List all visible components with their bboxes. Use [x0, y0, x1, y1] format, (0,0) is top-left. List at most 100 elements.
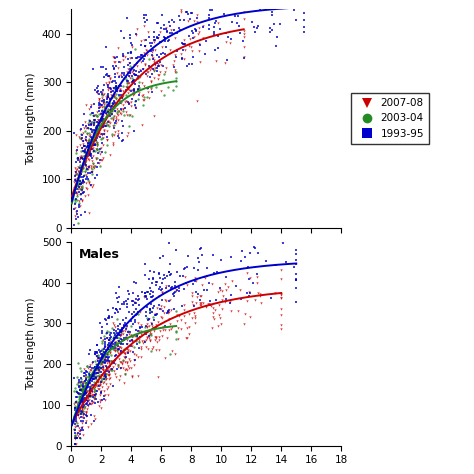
Point	[79, 399, 87, 407]
Point	[76, 164, 83, 172]
Point	[99, 383, 106, 391]
Point	[123, 326, 130, 333]
Point	[93, 125, 101, 133]
Point	[115, 361, 122, 369]
Point	[95, 385, 103, 392]
Point	[139, 57, 146, 64]
Point	[81, 167, 89, 175]
Point	[104, 355, 112, 362]
Point	[84, 164, 91, 171]
Point	[114, 111, 121, 118]
Point	[112, 290, 119, 297]
Point	[103, 79, 110, 86]
Point	[96, 358, 103, 365]
Point	[79, 395, 87, 403]
Point	[102, 376, 109, 383]
Point	[202, 37, 210, 45]
Point	[91, 370, 98, 378]
Point	[119, 92, 127, 100]
Point	[171, 288, 178, 296]
Point	[82, 150, 90, 158]
Point	[91, 391, 99, 399]
Point	[103, 365, 110, 372]
Point	[87, 181, 95, 189]
Point	[158, 285, 166, 293]
Point	[231, 12, 238, 20]
Point	[95, 103, 103, 111]
Point	[241, 253, 248, 261]
Point	[83, 362, 91, 369]
Point	[89, 391, 96, 398]
Point	[98, 144, 105, 152]
Point	[129, 301, 137, 309]
Point	[103, 351, 110, 359]
Point	[95, 107, 103, 114]
Point	[111, 71, 118, 78]
Point	[112, 79, 120, 87]
Point	[118, 87, 125, 94]
Point	[121, 104, 128, 111]
Point	[84, 372, 92, 379]
Point	[76, 185, 83, 193]
Point	[137, 324, 144, 332]
Point	[222, 29, 230, 37]
Point	[175, 24, 183, 32]
Point	[83, 396, 91, 404]
Point	[87, 125, 95, 133]
Point	[170, 306, 178, 313]
Point	[120, 69, 128, 76]
Point	[119, 324, 127, 332]
Point	[119, 108, 127, 115]
Point	[95, 95, 103, 102]
Point	[71, 130, 78, 137]
Point	[74, 174, 82, 182]
Point	[124, 295, 131, 303]
Point	[95, 357, 102, 365]
Point	[103, 344, 110, 351]
Point	[149, 304, 157, 311]
Point	[143, 323, 151, 331]
Point	[173, 336, 180, 343]
Point	[74, 181, 82, 189]
Point	[96, 372, 103, 379]
Point	[91, 369, 98, 376]
Point	[100, 395, 108, 402]
Point	[168, 323, 176, 331]
Point	[158, 290, 166, 297]
Point	[123, 345, 131, 353]
Point	[94, 132, 101, 139]
Point	[128, 41, 136, 49]
Point	[266, 24, 274, 32]
Point	[246, 249, 254, 256]
Point	[98, 103, 105, 111]
Point	[93, 372, 100, 380]
Point	[115, 283, 123, 291]
Point	[123, 132, 130, 140]
Point	[85, 149, 93, 156]
Point	[84, 152, 92, 160]
Point	[121, 98, 129, 106]
Point	[80, 394, 87, 402]
Point	[214, 322, 221, 329]
Point	[222, 296, 229, 303]
Point	[155, 61, 162, 68]
Point	[117, 358, 125, 365]
Point	[192, 288, 200, 296]
Point	[191, 319, 199, 326]
Point	[182, 279, 190, 287]
Point	[159, 326, 166, 334]
Point	[100, 128, 108, 135]
Point	[105, 86, 112, 93]
Point	[300, 9, 308, 17]
Point	[191, 310, 198, 317]
Point	[270, 20, 277, 27]
Point	[127, 49, 135, 56]
Point	[104, 306, 111, 314]
Point	[115, 322, 122, 329]
Point	[113, 53, 121, 61]
Point	[86, 389, 94, 397]
Point	[130, 61, 137, 69]
Point	[246, 289, 254, 297]
Point	[115, 64, 122, 72]
Point	[115, 58, 122, 65]
